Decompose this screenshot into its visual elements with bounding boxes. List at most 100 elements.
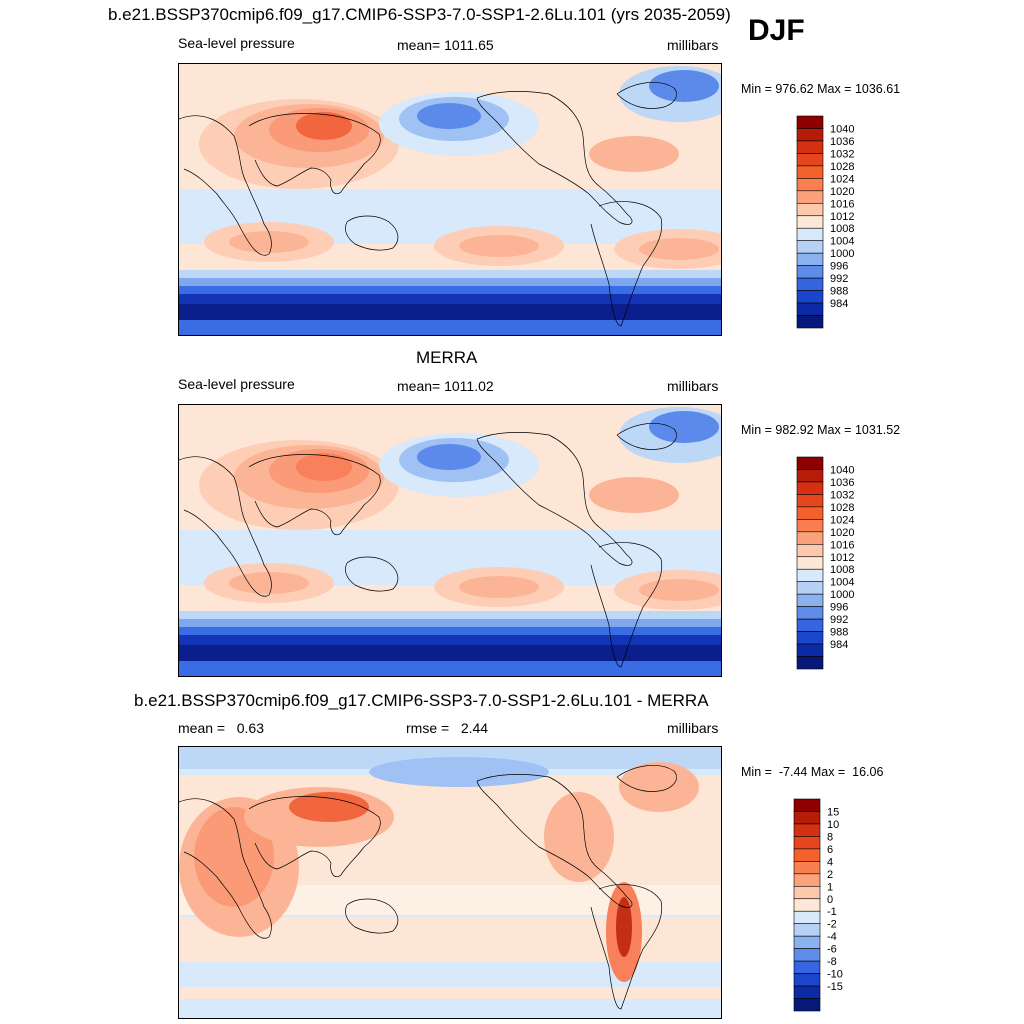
colorbar-swatch bbox=[793, 935, 821, 949]
colorbar-swatch bbox=[793, 923, 821, 937]
colorbar-swatch bbox=[793, 798, 821, 812]
colorbar-tick-label: 1036 bbox=[830, 477, 854, 489]
panel1-center-label: mean= 1011.65 bbox=[397, 37, 494, 53]
colorbar-swatch bbox=[796, 302, 824, 316]
colorbar-swatch bbox=[793, 998, 821, 1012]
colorbar-tick-label: -4 bbox=[827, 931, 837, 943]
coastline bbox=[179, 798, 272, 939]
contour-band bbox=[179, 619, 721, 629]
colorbar-tick-label: -8 bbox=[827, 956, 837, 968]
panel1-left-label: Sea-level pressure bbox=[178, 35, 295, 51]
colorbar-swatch bbox=[796, 631, 824, 645]
colorbar-swatch bbox=[796, 656, 824, 670]
contour-region bbox=[616, 897, 632, 957]
colorbar-swatch bbox=[796, 290, 824, 304]
season-label: DJF bbox=[748, 14, 805, 47]
panel3-mean-label: mean = 0.63 bbox=[178, 720, 265, 736]
panel3-title: b.e21.BSSP370cmip6.f09_g17.CMIP6-SSP3-7.… bbox=[134, 691, 709, 710]
colorbar-tick-label: 0 bbox=[827, 894, 833, 906]
colorbar-tick-label: 1024 bbox=[830, 173, 854, 185]
colorbar-tick-label: 1028 bbox=[830, 161, 854, 173]
panel1-colorbar: 1040 1036 1032 1028 1024 1020 1016 1012 1008 1004… bbox=[796, 115, 866, 335]
colorbar-swatch bbox=[793, 910, 821, 925]
colorbar-swatch bbox=[796, 227, 824, 242]
colorbar-swatch bbox=[796, 543, 824, 558]
colorbar-swatch bbox=[793, 848, 821, 862]
contour-band bbox=[179, 661, 721, 676]
contour-region bbox=[544, 792, 614, 882]
colorbar-tick-label: -15 bbox=[827, 981, 843, 993]
coastline bbox=[590, 201, 663, 327]
contour-band bbox=[179, 999, 721, 1018]
colorbar-tick-label: 992 bbox=[830, 614, 848, 626]
contour-region bbox=[369, 757, 549, 787]
contour-region bbox=[417, 444, 481, 470]
colorbar-swatch bbox=[796, 469, 824, 483]
panel2-units-label: millibars bbox=[667, 378, 719, 394]
colorbar-swatch bbox=[796, 165, 824, 179]
colorbar-swatch bbox=[793, 973, 821, 987]
contour-region bbox=[619, 762, 699, 812]
colorbar-tick-label: 1028 bbox=[830, 502, 854, 514]
panel3-colorbar: 15 10 8 6 4 2 1 0 -1 -2 -4 -6 -8 -10 -15 bbox=[793, 798, 863, 1018]
contour-region bbox=[639, 238, 719, 260]
contour-band bbox=[179, 627, 721, 637]
colorbar-tick-label: 1004 bbox=[830, 577, 854, 589]
colorbar-tick-label: 1008 bbox=[830, 223, 854, 235]
colorbar-tick-label: 6 bbox=[827, 844, 833, 856]
colorbar-swatch bbox=[796, 481, 824, 495]
coastline bbox=[590, 884, 663, 1010]
colorbar-swatch bbox=[796, 178, 824, 192]
contour-band bbox=[179, 278, 721, 288]
colorbar-tick-label: 1040 bbox=[830, 123, 854, 135]
colorbar-swatch bbox=[796, 240, 824, 254]
colorbar-tick-label: 1008 bbox=[830, 564, 854, 576]
coastline bbox=[345, 215, 399, 251]
contour-region bbox=[589, 477, 679, 513]
colorbar-swatch bbox=[793, 985, 821, 999]
colorbar-swatch bbox=[796, 568, 824, 583]
panel1-map bbox=[178, 63, 722, 336]
colorbar-swatch bbox=[796, 593, 824, 607]
colorbar-tick-label: 988 bbox=[830, 286, 848, 298]
panel2-title: MERRA bbox=[416, 348, 478, 367]
contour-region bbox=[296, 453, 352, 481]
colorbar-tick-label: 1032 bbox=[830, 148, 854, 160]
colorbar-swatch bbox=[793, 948, 821, 962]
colorbar-tick-label: 1024 bbox=[830, 514, 854, 526]
colorbar-swatch bbox=[796, 215, 824, 229]
contour-band bbox=[179, 635, 721, 647]
panel2-left-label: Sea-level pressure bbox=[178, 376, 295, 392]
colorbar-swatch bbox=[796, 202, 824, 217]
coastline bbox=[345, 898, 399, 934]
panel1-field bbox=[179, 64, 721, 335]
colorbar-swatch bbox=[796, 494, 824, 508]
coastline bbox=[179, 115, 272, 256]
colorbar-swatch bbox=[796, 315, 824, 329]
colorbar-tick-label: 1020 bbox=[830, 527, 854, 539]
colorbar-swatch bbox=[793, 836, 821, 850]
figure-title: b.e21.BSSP370cmip6.f09_g17.CMIP6-SSP3-7.… bbox=[108, 5, 731, 24]
colorbar-tick-label: 1040 bbox=[830, 464, 854, 476]
panel3-map bbox=[178, 746, 722, 1019]
contour-band bbox=[179, 987, 721, 999]
colorbar-swatch bbox=[793, 898, 821, 912]
contour-region bbox=[649, 411, 719, 443]
colorbar-swatch bbox=[793, 873, 821, 887]
panel2-map bbox=[178, 404, 722, 677]
colorbar-swatch bbox=[796, 531, 824, 545]
contour-region bbox=[459, 235, 539, 257]
colorbar-tick-label: -1 bbox=[827, 906, 837, 918]
colorbar-swatch bbox=[796, 456, 824, 470]
colorbar-swatch bbox=[796, 618, 824, 632]
colorbar-swatch bbox=[793, 960, 821, 974]
panel3-rmse-label: rmse = 2.44 bbox=[406, 720, 489, 736]
contour-region bbox=[459, 576, 539, 598]
colorbar-tick-label: 1004 bbox=[830, 236, 854, 248]
contour-region bbox=[639, 579, 719, 601]
colorbar-swatch bbox=[796, 606, 824, 620]
contour-region bbox=[649, 70, 719, 102]
colorbar-tick-label: 1 bbox=[827, 881, 833, 893]
colorbar-tick-label: -6 bbox=[827, 944, 837, 956]
colorbar-swatch bbox=[796, 115, 824, 129]
